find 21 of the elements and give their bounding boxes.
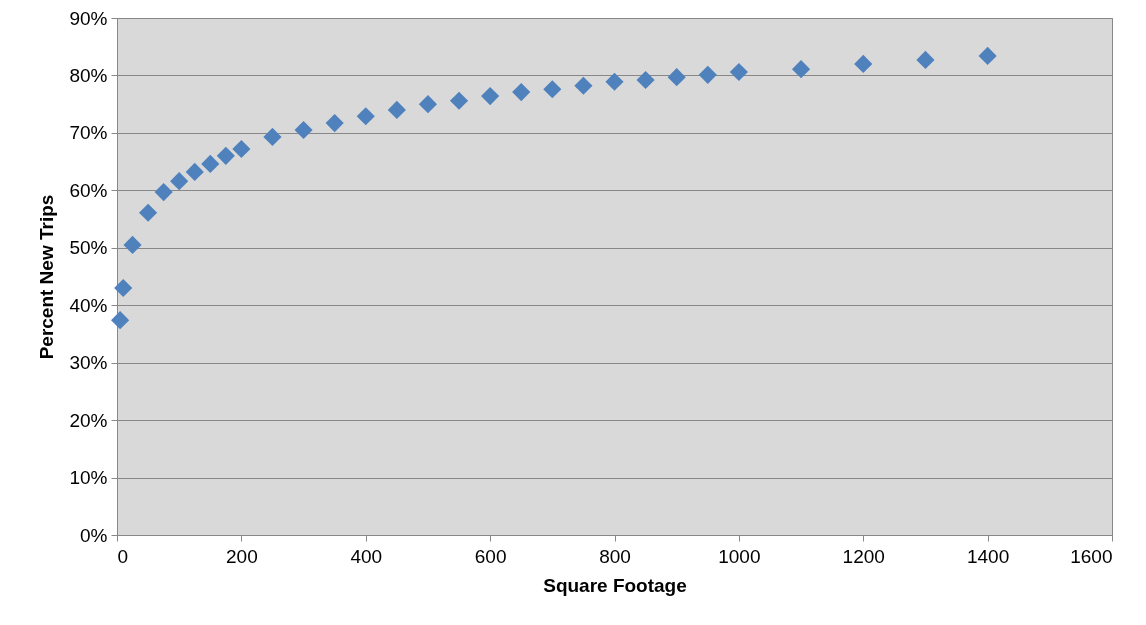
x-tick-label: 0 — [117, 545, 129, 567]
y-tick-label: 80% — [69, 64, 108, 86]
y-tick-label: 50% — [69, 237, 108, 259]
y-tick-label: 40% — [69, 294, 108, 316]
y-tick-label: 0% — [80, 524, 108, 546]
y-tick-label: 10% — [69, 467, 108, 489]
x-axis-title: Square Footage — [543, 574, 687, 596]
x-tick-label: 200 — [226, 545, 258, 567]
x-tick-label: 600 — [474, 545, 507, 567]
y-tick-label: 60% — [69, 179, 108, 201]
y-tick-label: 20% — [69, 409, 108, 431]
y-tick-label: 30% — [69, 352, 108, 374]
y-tick-label: 70% — [69, 122, 108, 144]
x-tick-label: 1000 — [718, 545, 761, 567]
x-tick-label: 1400 — [966, 545, 1010, 567]
x-tick-label: 1600 — [1070, 545, 1113, 567]
x-tick-label: 1200 — [842, 545, 885, 567]
y-tick-label: 90% — [69, 7, 108, 29]
x-tick-label: 400 — [350, 545, 383, 567]
y-axis-title: Percent New Trips — [36, 194, 58, 360]
x-tick-label: 800 — [599, 545, 631, 567]
